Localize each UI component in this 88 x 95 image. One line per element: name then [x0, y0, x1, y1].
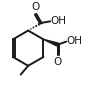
Text: OH: OH [51, 16, 67, 26]
Text: O: O [53, 57, 62, 67]
Text: O: O [31, 2, 39, 12]
Text: OH: OH [67, 36, 83, 46]
Polygon shape [43, 39, 58, 46]
